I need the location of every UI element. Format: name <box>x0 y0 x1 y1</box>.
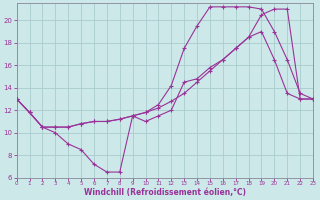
X-axis label: Windchill (Refroidissement éolien,°C): Windchill (Refroidissement éolien,°C) <box>84 188 246 197</box>
